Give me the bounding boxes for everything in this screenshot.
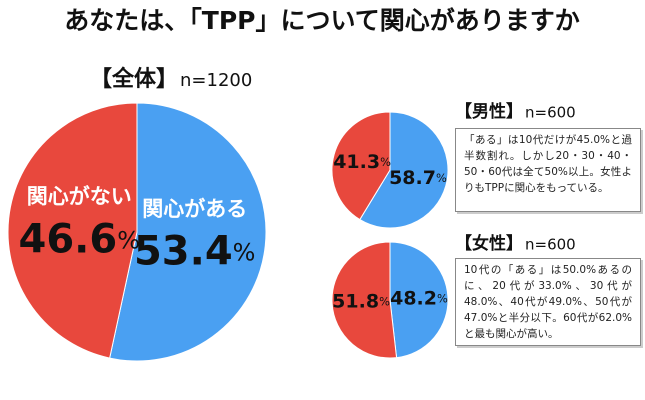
annotation: 10代の「ある」は50.0%あるのに、20代が33.0%、30代が48.0%、4…	[455, 258, 641, 346]
pie	[331, 111, 449, 229]
value-label: 51.8%	[332, 290, 390, 312]
category-label: 関心がある	[142, 197, 247, 221]
pie-subtitle: n=1200	[180, 70, 252, 91]
pie-title: 【全体】	[90, 66, 178, 92]
category-label: 関心がない	[27, 184, 132, 208]
value-label: 41.3%	[333, 151, 391, 173]
pie-title: 【女性】	[455, 233, 523, 254]
pie-slice	[359, 111, 449, 229]
value-label: 58.7%	[389, 166, 447, 188]
pie-slice	[7, 102, 138, 359]
pie-title: 【男性】	[455, 101, 523, 122]
pie-subtitle: n=600	[525, 236, 576, 254]
annotation: 「ある」は10代だけが45.0%と過半数割れ。しかし20・30・40・50・60…	[455, 128, 641, 212]
value-label: 46.6%	[19, 216, 141, 262]
pie	[7, 102, 267, 362]
pie-slice	[389, 241, 449, 359]
value-label: 48.2%	[390, 287, 448, 309]
pie-slice	[109, 102, 267, 362]
pie-slice	[331, 111, 391, 221]
pie	[331, 241, 449, 359]
value-label: 53.4%	[134, 229, 256, 275]
pie-subtitle: n=600	[525, 104, 576, 122]
page-title: あなたは、「TPP」について関心がありますか	[64, 6, 579, 35]
pie-slice	[331, 241, 398, 359]
